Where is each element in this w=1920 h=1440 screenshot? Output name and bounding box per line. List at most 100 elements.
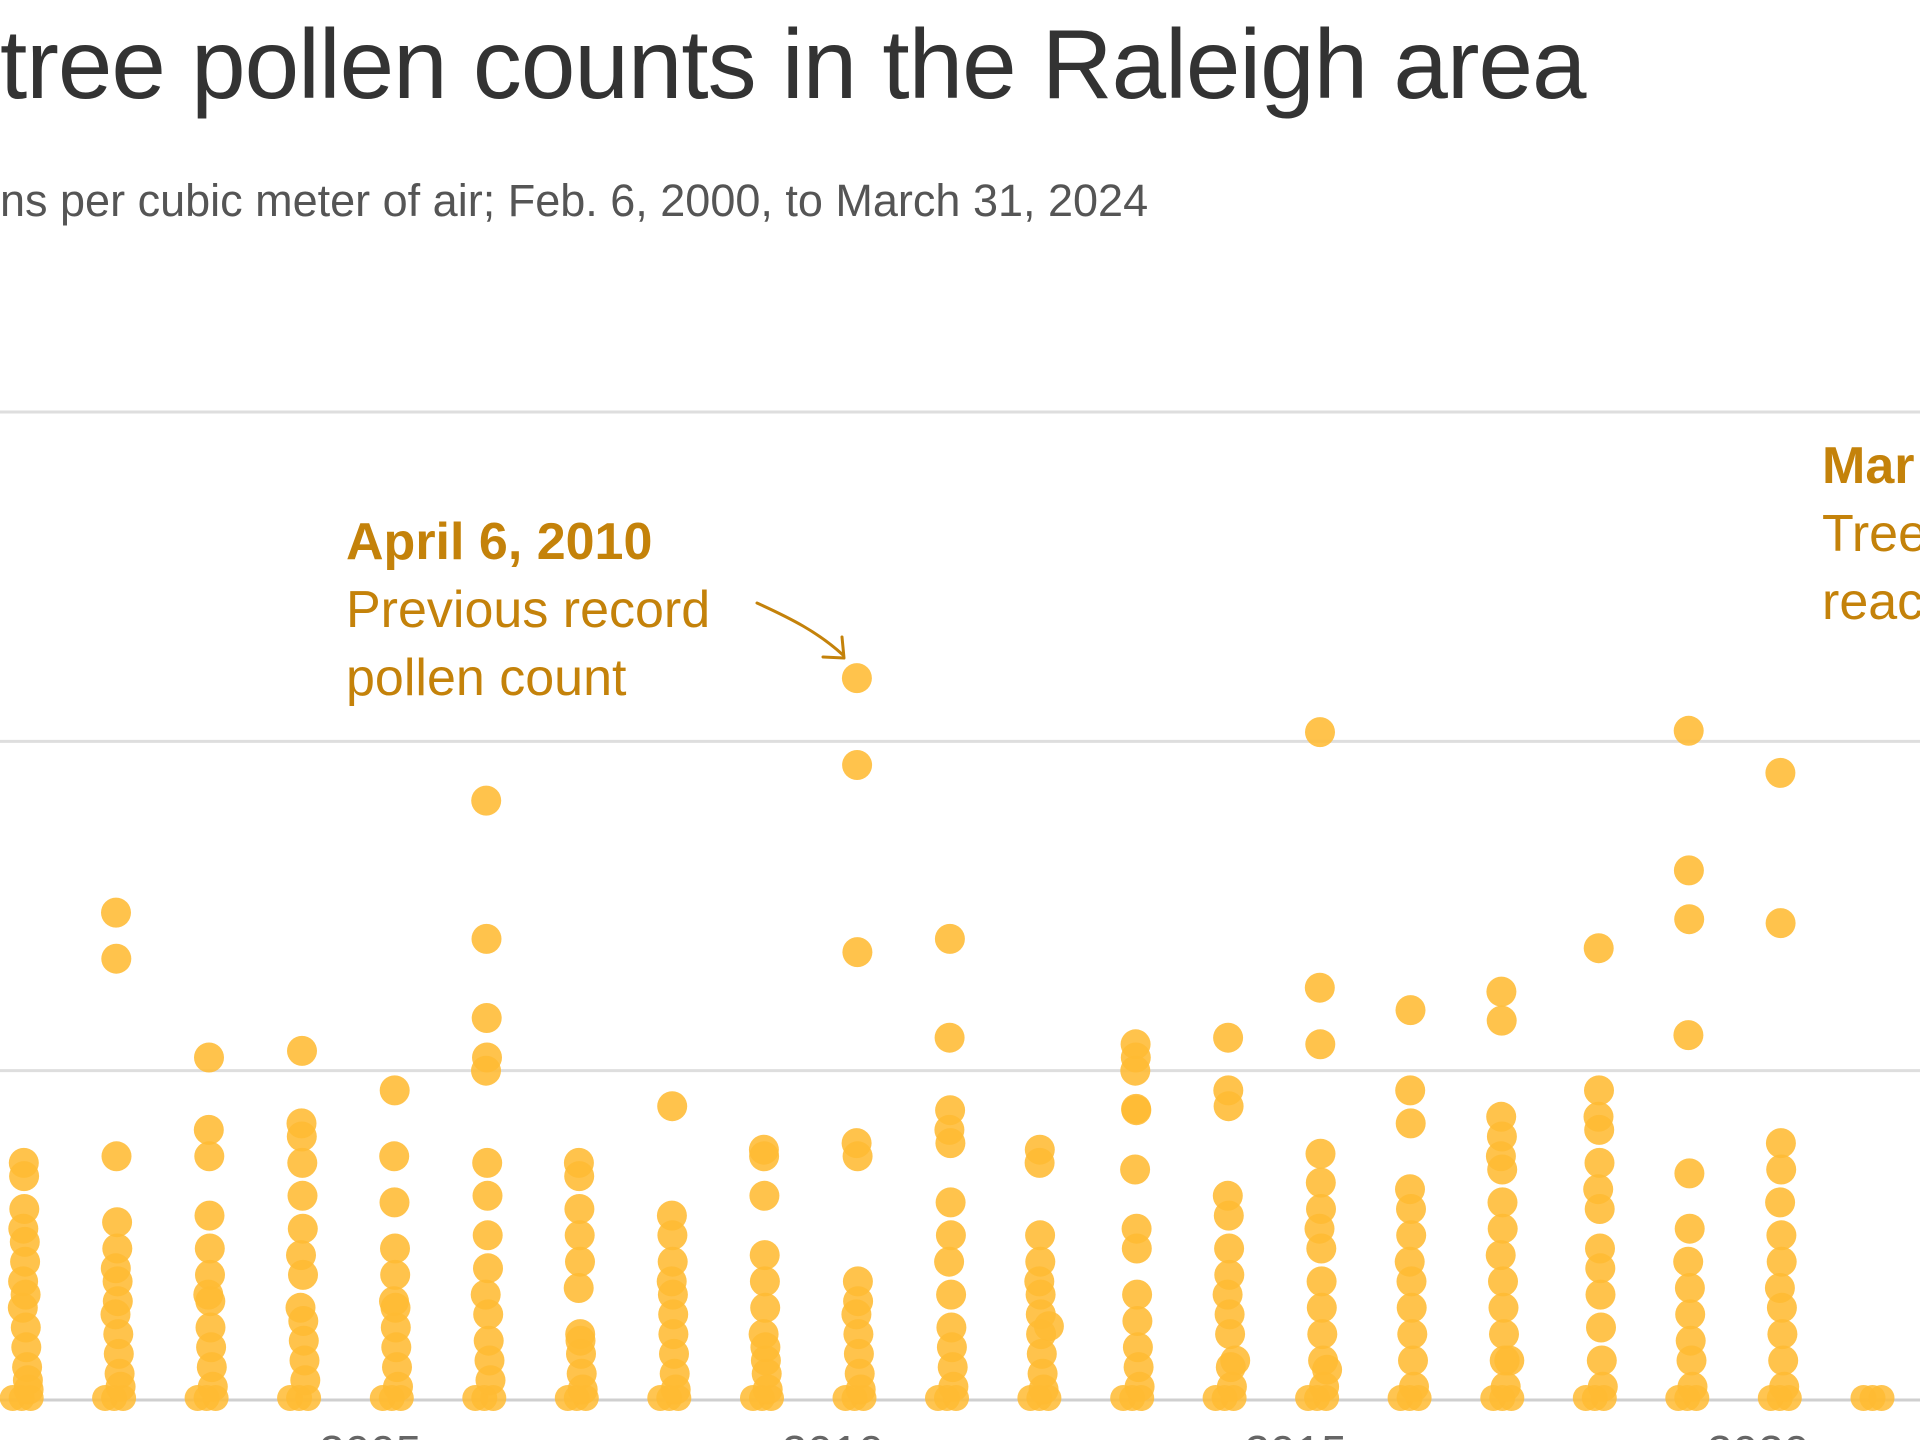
data-point (1583, 933, 1614, 964)
data-point (1398, 1345, 1428, 1376)
data-point (1214, 1233, 1245, 1264)
data-point (380, 1233, 410, 1264)
data-point (1765, 908, 1796, 939)
data-point (1587, 1371, 1618, 1402)
data-point (194, 1141, 225, 1172)
data-point (1676, 1345, 1707, 1376)
x-axis: 2005 2010 2015 2020 (319, 1426, 1809, 1440)
data-point (194, 1233, 225, 1264)
data-point (749, 1180, 780, 1211)
data-point (13, 1374, 44, 1405)
data-point (934, 1246, 965, 1277)
data-point (841, 663, 872, 694)
data-point (287, 1147, 318, 1178)
data-point (1487, 1154, 1518, 1185)
data-point (379, 1187, 410, 1218)
data-point (564, 1161, 595, 1192)
data-point (842, 1141, 873, 1172)
data-point (1216, 1371, 1247, 1402)
data-point (101, 943, 132, 974)
data-point (1395, 1075, 1426, 1106)
data-point (1120, 1055, 1151, 1086)
data-points (0, 663, 1895, 1411)
data-point (1305, 717, 1335, 748)
data-point (380, 1259, 411, 1290)
annotation-text-line: Previous record (346, 581, 711, 639)
data-point (1305, 1167, 1336, 1198)
data-point (471, 785, 502, 816)
data-point (105, 1371, 136, 1402)
data-point (1304, 972, 1335, 1003)
data-point (379, 1141, 410, 1172)
data-point (935, 1187, 966, 1218)
data-point (383, 1371, 413, 1402)
annotation-date: April 6, 2010 (346, 513, 653, 571)
annotation-arrow (755, 601, 845, 657)
data-point (471, 1055, 501, 1086)
data-point (934, 923, 965, 954)
data-point (1490, 1371, 1521, 1402)
data-point (1584, 1147, 1615, 1178)
data-point (1213, 1091, 1244, 1122)
data-point (1673, 1246, 1704, 1277)
baseline-dot (1868, 1385, 1895, 1411)
data-point (1124, 1371, 1155, 1402)
data-point (1584, 1114, 1615, 1145)
data-point (1121, 1095, 1152, 1126)
chart-subtitle: ns per cubic meter of air; Feb. 6, 2000,… (0, 175, 1149, 226)
annotation-new-record: Mar Tree reac (1822, 432, 1920, 636)
data-point (565, 1246, 595, 1277)
annotation-text-line: Tree (1822, 505, 1920, 563)
annotation-arrowhead (821, 635, 846, 660)
data-point (473, 1299, 504, 1330)
annotation-text-line: pollen count (346, 649, 627, 707)
data-point (472, 1180, 503, 1211)
data-point (1305, 1029, 1336, 1060)
annotation-date: Mar (1822, 437, 1915, 495)
data-point (752, 1374, 783, 1405)
data-point (1215, 1319, 1246, 1350)
data-point (1122, 1306, 1153, 1336)
data-point (194, 1200, 225, 1231)
data-point (379, 1075, 410, 1106)
data-point (1769, 1371, 1800, 1402)
data-point (749, 1266, 780, 1297)
data-point (197, 1371, 228, 1402)
x-tick-label: 2010 (782, 1426, 884, 1440)
data-point (287, 1213, 318, 1244)
data-point (935, 1128, 966, 1159)
data-point (1399, 1371, 1429, 1402)
data-point (194, 1042, 224, 1073)
data-point (564, 1194, 595, 1224)
data-point (1674, 1273, 1705, 1303)
x-tick-label: 2015 (1244, 1426, 1346, 1440)
data-point (1397, 1319, 1428, 1350)
data-point (1585, 1279, 1616, 1310)
data-point (567, 1374, 598, 1405)
data-point (9, 1161, 40, 1192)
data-point (1489, 1319, 1519, 1350)
data-point (1120, 1154, 1151, 1185)
x-tick-label: 2020 (1707, 1426, 1809, 1440)
data-point (1028, 1374, 1059, 1405)
data-point (471, 1003, 502, 1033)
data-point (750, 1292, 781, 1323)
data-point (473, 1253, 503, 1284)
data-point (1486, 1005, 1517, 1036)
data-point (1675, 1299, 1706, 1330)
data-point (287, 1035, 317, 1066)
data-point (1024, 1147, 1055, 1178)
data-point (1586, 1345, 1617, 1376)
data-point (1121, 1233, 1152, 1264)
data-point (1765, 1187, 1796, 1218)
data-point (660, 1374, 691, 1405)
data-point (1677, 1371, 1708, 1402)
data-point (657, 1091, 688, 1122)
data-point (1213, 1022, 1244, 1053)
data-point (1485, 1240, 1516, 1271)
data-point (288, 1259, 318, 1290)
data-point (1308, 1345, 1339, 1376)
data-point (1396, 1292, 1427, 1323)
